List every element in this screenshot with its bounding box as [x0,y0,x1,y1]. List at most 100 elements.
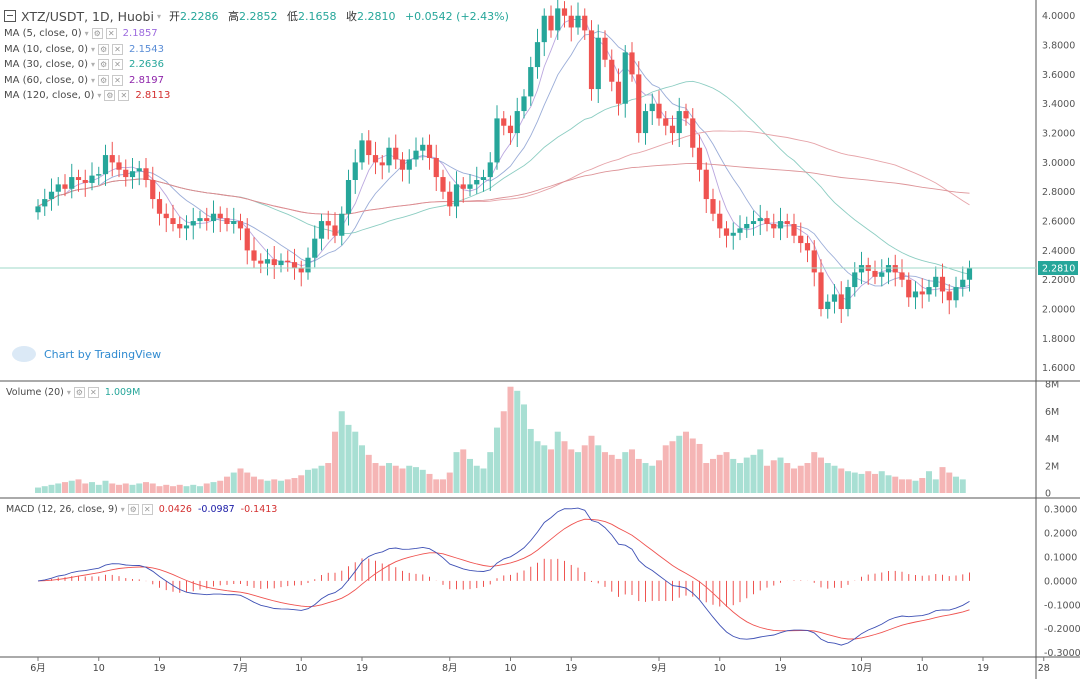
settings-icon[interactable]: ⚙ [98,74,110,86]
volume-bar [662,445,669,493]
close-icon[interactable]: ✕ [118,90,130,102]
settings-icon[interactable]: ⚙ [104,90,116,102]
volume-label: Volume (20) [6,387,64,398]
candle-body [156,199,163,214]
time-tick-label: 10 [295,663,307,674]
candle-body [649,103,655,112]
close-value: 2.2810 [356,9,396,23]
settings-icon[interactable]: ⚙ [73,387,85,398]
collapse-icon[interactable] [4,10,16,22]
candle-body [683,111,689,119]
candle-body [386,147,392,166]
volume-bar [379,465,386,493]
close-icon[interactable]: ✕ [141,504,153,515]
volume-bar [102,480,109,493]
dropdown-caret-icon[interactable]: ▾ [91,75,96,85]
candle-body [426,144,433,158]
candle-body [224,218,230,224]
time-tick-label: 6月 [30,663,46,674]
tradingview-branding[interactable]: Chart by TradingView [12,346,161,362]
candle-body [163,213,169,219]
volume-bar [55,483,62,493]
volume-bar [183,486,190,493]
candle-body [744,224,750,229]
time-tick-label: 9月 [651,663,667,674]
candle-body [501,118,507,126]
volume-bar [82,483,89,493]
candle-body [906,279,912,298]
volume-bar [75,479,82,493]
volume-bar [953,476,959,493]
volume-bar [602,452,608,493]
settings-icon[interactable]: ⚙ [127,504,139,515]
candle-body [69,177,75,189]
candle-body [366,140,372,156]
close-icon[interactable]: ✕ [105,28,117,40]
candle-body [406,159,412,170]
dropdown-caret-icon[interactable]: ▾ [156,11,161,21]
candle-body [474,180,480,185]
macd-tick-label: 0.3000 [1044,505,1077,516]
volume-bar [905,479,912,493]
candle-body [690,118,696,148]
volume-bar [872,473,878,493]
time-tick-label: 10 [504,663,516,674]
ma-line-120 [37,163,970,216]
candle-body [109,155,115,163]
ma-line-30 [37,80,970,275]
dropdown-caret-icon[interactable]: ▾ [91,44,96,54]
settings-icon[interactable]: ⚙ [98,59,110,71]
candle-body [602,37,608,60]
candle-body [298,268,304,273]
candle-body [399,159,406,170]
volume-bar [750,454,757,493]
dropdown-caret-icon[interactable]: ▾ [97,91,102,101]
volume-bar [372,463,379,493]
volume-bar [203,483,210,493]
candle-body [291,262,298,268]
candle-body [82,180,88,183]
volume-bar [878,471,885,493]
volume-bar [527,428,534,493]
close-icon[interactable]: ✕ [112,59,124,71]
volume-bar [703,463,710,493]
close-icon[interactable]: ✕ [112,74,124,86]
dropdown-caret-icon[interactable]: ▾ [84,29,89,39]
candle-body [393,147,399,160]
candle-body [609,59,615,82]
volume-bar [494,427,500,493]
volume-value: 1.009M [104,387,141,398]
symbol-title[interactable]: XTZ/USDT, 1D, Huobi ▾ 开2.2286 高2.2852 低2… [4,6,515,26]
candle-body [703,169,709,200]
candle-body [96,174,102,176]
volume-bar [784,463,791,493]
volume-bar [656,460,662,493]
volume-bar [399,468,406,493]
close-icon[interactable]: ✕ [112,43,124,55]
volume-bar [622,452,629,493]
ma-label: MA (120, close, 0) [4,90,95,102]
candle-body [879,272,885,277]
dropdown-caret-icon[interactable]: ▾ [91,60,96,70]
volume-bar [959,479,966,493]
settings-icon[interactable]: ⚙ [98,43,110,55]
volume-bar [197,486,203,493]
candle-body [352,162,358,180]
volume-bar [230,472,237,493]
low-value: 2.1658 [297,9,337,23]
candle-body [831,294,838,302]
candle-body [595,37,601,90]
time-tick-label: 19 [356,663,368,674]
volume-bar [710,458,716,493]
volume-bar [541,445,548,493]
candle-body [210,213,217,222]
dropdown-caret-icon[interactable]: ▾ [120,505,125,514]
settings-icon[interactable]: ⚙ [91,28,103,40]
volume-bar [743,457,750,493]
volume-bar [534,441,541,493]
dropdown-caret-icon[interactable]: ▾ [66,388,71,397]
candle-body [845,287,851,310]
close-icon[interactable]: ✕ [87,387,99,398]
candle-body [669,125,676,134]
volume-bar [838,468,845,493]
